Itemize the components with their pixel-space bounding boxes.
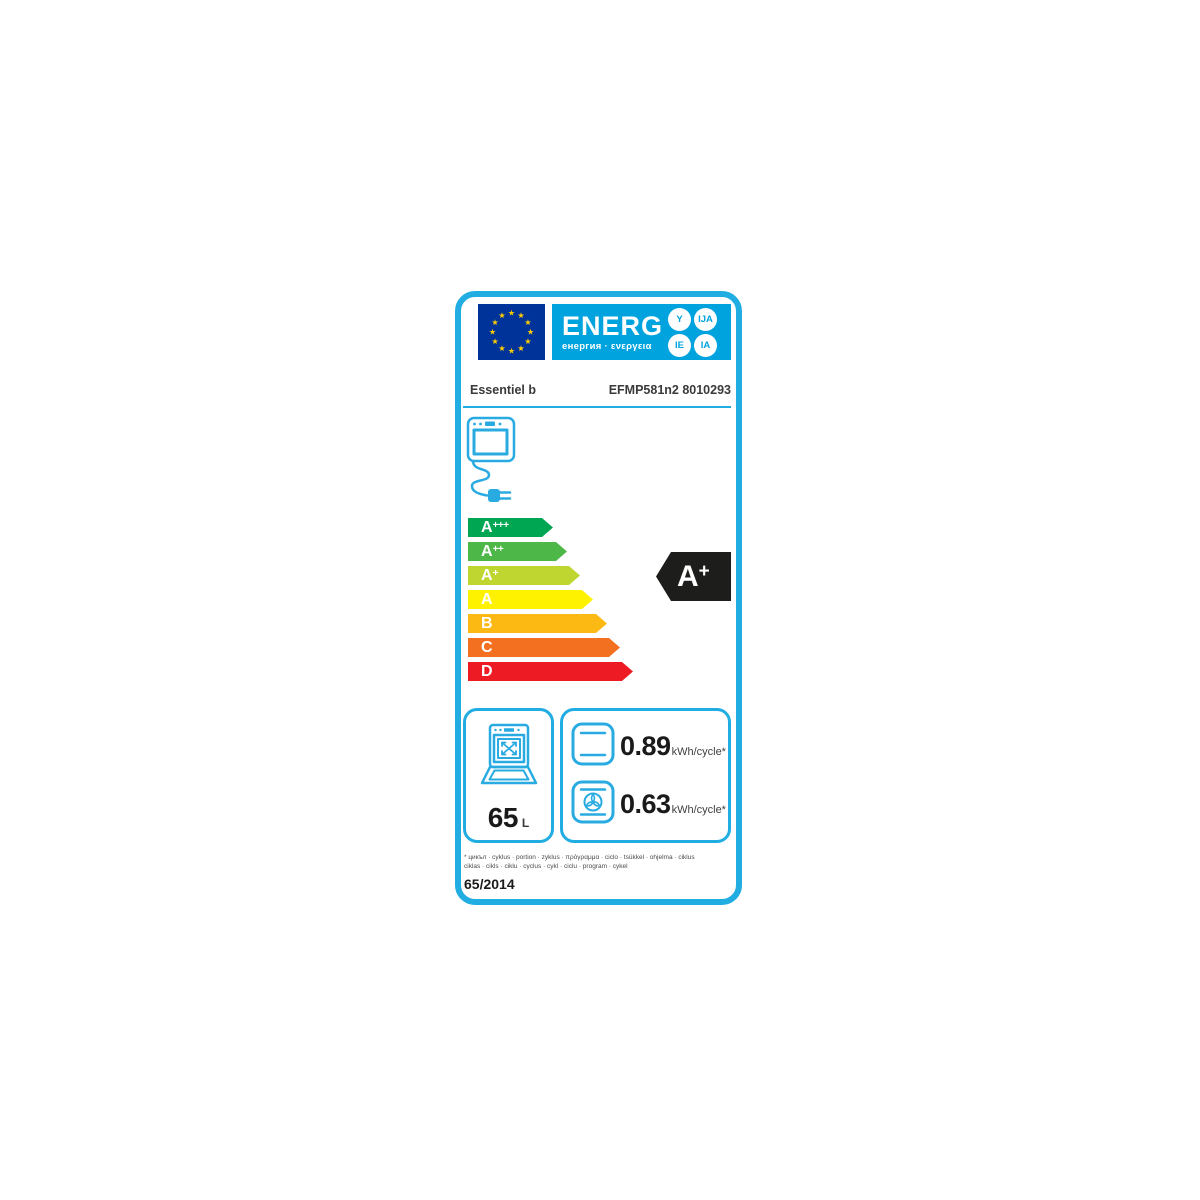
brand-name: Essentiel b <box>470 383 536 397</box>
volume-unit: L <box>521 816 530 830</box>
footnote-line-1: * цикъл · cyklus · portion · zyklus · πρ… <box>464 854 695 861</box>
scale-arrow-a-plus1: A+ <box>468 566 580 585</box>
energ-logo: ENERG енергия · ενεργεια Y IJA IE IA <box>552 304 731 360</box>
energ-language-circles: Y IJA IE IA <box>668 307 717 357</box>
cycle-footnote: * цикъл · cyklus · portion · zyklus · πρ… <box>464 853 730 871</box>
circle-ia: IA <box>694 333 717 357</box>
scale-arrow-a-plus3: A+++ <box>468 518 553 537</box>
divider <box>463 406 731 408</box>
scale-arrow-d: D <box>468 662 633 681</box>
energ-subtitle: енергия · ενεργεια <box>562 341 652 352</box>
fan-value: 0.63 <box>620 789 671 820</box>
regulation-number: 65/2014 <box>464 876 515 892</box>
model-number: EFMP581n2 8010293 <box>608 383 731 397</box>
cavity-volume-box: 65 L <box>463 708 554 843</box>
footnote-line-2: ciklas · cikls · ciklu · cyclus · cykl ·… <box>464 863 628 870</box>
scale-arrow-a: A <box>468 590 593 609</box>
eu-flag-icon <box>478 304 545 360</box>
scale-arrow-c: C <box>468 638 620 657</box>
rating-indicator: A + <box>656 552 731 601</box>
conventional-heating-icon <box>571 722 615 771</box>
fan-consumption-row: 0.63 kWh/cycle* <box>571 780 726 829</box>
circle-ie: IE <box>668 333 691 357</box>
circle-y: Y <box>668 307 691 331</box>
fan-forced-heating-icon <box>571 780 615 829</box>
rating-value: A <box>677 559 699 593</box>
scale-arrow-a-plus2: A++ <box>468 542 567 561</box>
fan-unit: kWh/cycle* <box>671 804 726 817</box>
electric-oven-plug-icon <box>466 416 518 513</box>
circle-ija: IJA <box>694 307 717 331</box>
oven-open-door-icon <box>477 723 541 800</box>
conventional-consumption-row: 0.89 kWh/cycle* <box>571 722 726 771</box>
energy-consumption-box: 0.89 kWh/cycle* 0.63 <box>560 708 731 843</box>
brand-model-row: Essentiel b EFMP581n2 8010293 <box>470 383 731 397</box>
conventional-unit: kWh/cycle* <box>671 745 726 758</box>
scale-arrow-b: B <box>468 614 607 633</box>
energ-title: ENERG <box>562 311 664 341</box>
volume-value: 65 <box>487 802 519 833</box>
eu-energy-label: ENERG енергия · ενεργεια Y IJA IE IA Ess… <box>455 291 742 905</box>
rating-scale: A+++ A++ A+ A B C D <box>468 518 633 686</box>
cavity-volume: 65 L <box>488 802 530 834</box>
conventional-value: 0.89 <box>620 730 671 761</box>
